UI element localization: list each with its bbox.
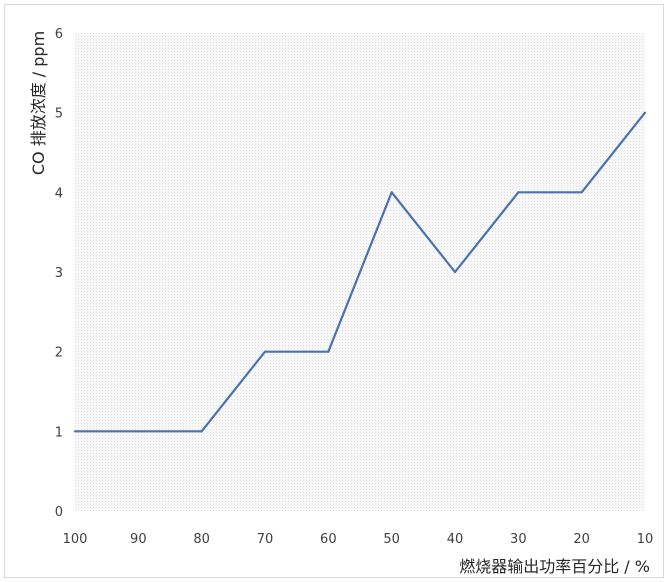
y-tick-label: 6 (55, 27, 63, 42)
x-tick-label: 50 (383, 532, 400, 547)
data-point (643, 111, 647, 114)
data-point (453, 270, 457, 274)
x-tick-label: 100 (63, 532, 88, 547)
x-tick-label: 90 (130, 532, 147, 547)
data-point (390, 191, 393, 194)
data-point (200, 430, 203, 433)
y-tick-label: 2 (55, 346, 63, 361)
data-point (137, 430, 140, 433)
y-tick-label: 5 (55, 107, 63, 122)
data-point (73, 430, 77, 433)
data-point (580, 191, 583, 194)
data-points (73, 111, 647, 433)
x-tick-label: 30 (510, 532, 527, 547)
y-axis-title: CO 排放浓度 / ppm (29, 31, 48, 175)
data-point (517, 191, 520, 194)
x-tick-label: 60 (320, 532, 337, 547)
x-tick-label: 10 (637, 532, 654, 547)
x-axis-title: 燃烧器输出功率百分比 / % (459, 557, 650, 576)
x-axis-ticks: 100 90 80 70 60 50 40 30 20 10 (63, 532, 654, 547)
y-tick-label: 1 (55, 425, 63, 440)
x-tick-label: 40 (447, 532, 464, 547)
series-line (75, 111, 646, 433)
data-point (263, 350, 267, 353)
x-tick-label: 20 (573, 532, 590, 547)
y-tick-label: 0 (55, 505, 63, 520)
x-tick-label: 70 (257, 532, 274, 547)
y-axis-ticks: 0 1 2 3 4 5 6 (55, 27, 63, 520)
x-tick-label: 80 (193, 532, 210, 547)
data-point (327, 350, 330, 353)
y-tick-label: 4 (55, 186, 63, 201)
y-tick-label: 3 (55, 266, 63, 281)
